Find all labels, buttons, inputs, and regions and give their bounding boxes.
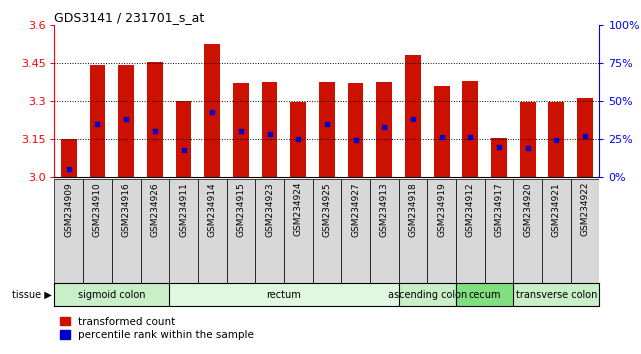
Text: GSM234912: GSM234912 <box>466 182 475 236</box>
Bar <box>147 62 163 177</box>
Bar <box>61 139 77 177</box>
Text: GSM234910: GSM234910 <box>93 182 102 237</box>
Bar <box>204 44 220 177</box>
Bar <box>54 283 169 306</box>
Bar <box>376 82 392 177</box>
Text: GSM234917: GSM234917 <box>494 182 503 237</box>
Bar <box>520 102 535 177</box>
Text: GSM234920: GSM234920 <box>523 182 532 236</box>
FancyBboxPatch shape <box>169 179 198 285</box>
Bar <box>347 83 363 177</box>
FancyBboxPatch shape <box>399 179 428 285</box>
FancyBboxPatch shape <box>54 179 83 285</box>
FancyBboxPatch shape <box>428 179 456 285</box>
Text: GSM234916: GSM234916 <box>122 182 131 237</box>
Bar <box>233 83 249 177</box>
Text: GSM234927: GSM234927 <box>351 182 360 236</box>
FancyBboxPatch shape <box>485 179 513 285</box>
FancyBboxPatch shape <box>226 179 255 285</box>
Text: GSM234914: GSM234914 <box>208 182 217 236</box>
Text: GSM234922: GSM234922 <box>581 182 590 236</box>
FancyBboxPatch shape <box>456 179 485 285</box>
FancyBboxPatch shape <box>198 179 226 285</box>
Text: cecum: cecum <box>469 290 501 300</box>
FancyBboxPatch shape <box>513 179 542 285</box>
FancyBboxPatch shape <box>341 179 370 285</box>
Text: sigmoid colon: sigmoid colon <box>78 290 146 300</box>
Text: GSM234925: GSM234925 <box>322 182 331 236</box>
FancyBboxPatch shape <box>313 179 341 285</box>
Text: GSM234918: GSM234918 <box>408 182 417 237</box>
Text: ascending colon: ascending colon <box>388 290 467 300</box>
Text: GSM234921: GSM234921 <box>552 182 561 236</box>
Text: GDS3141 / 231701_s_at: GDS3141 / 231701_s_at <box>54 11 204 24</box>
Bar <box>549 102 564 177</box>
Bar <box>399 283 456 306</box>
Text: GSM234915: GSM234915 <box>237 182 246 237</box>
Text: GSM234919: GSM234919 <box>437 182 446 237</box>
Text: GSM234911: GSM234911 <box>179 182 188 237</box>
Text: rectum: rectum <box>267 290 301 300</box>
Bar <box>319 82 335 177</box>
FancyBboxPatch shape <box>570 179 599 285</box>
FancyBboxPatch shape <box>83 179 112 285</box>
Text: tissue ▶: tissue ▶ <box>12 290 51 300</box>
Text: GSM234913: GSM234913 <box>379 182 388 237</box>
Bar <box>577 98 593 177</box>
Text: GSM234923: GSM234923 <box>265 182 274 236</box>
Text: transverse colon: transverse colon <box>515 290 597 300</box>
FancyBboxPatch shape <box>140 179 169 285</box>
Text: GSM234924: GSM234924 <box>294 182 303 236</box>
Legend: transformed count, percentile rank within the sample: transformed count, percentile rank withi… <box>60 317 254 340</box>
Bar <box>90 65 105 177</box>
Text: GSM234909: GSM234909 <box>64 182 73 237</box>
Bar <box>462 81 478 177</box>
Bar <box>491 138 507 177</box>
Bar <box>405 55 421 177</box>
FancyBboxPatch shape <box>284 179 313 285</box>
Bar <box>434 86 449 177</box>
Bar <box>119 65 134 177</box>
Bar <box>169 283 399 306</box>
Bar <box>176 101 192 177</box>
FancyBboxPatch shape <box>370 179 399 285</box>
Text: GSM234926: GSM234926 <box>151 182 160 236</box>
Bar <box>456 283 513 306</box>
Bar <box>262 82 278 177</box>
FancyBboxPatch shape <box>112 179 140 285</box>
FancyBboxPatch shape <box>255 179 284 285</box>
Bar <box>513 283 599 306</box>
FancyBboxPatch shape <box>542 179 570 285</box>
Bar <box>290 102 306 177</box>
